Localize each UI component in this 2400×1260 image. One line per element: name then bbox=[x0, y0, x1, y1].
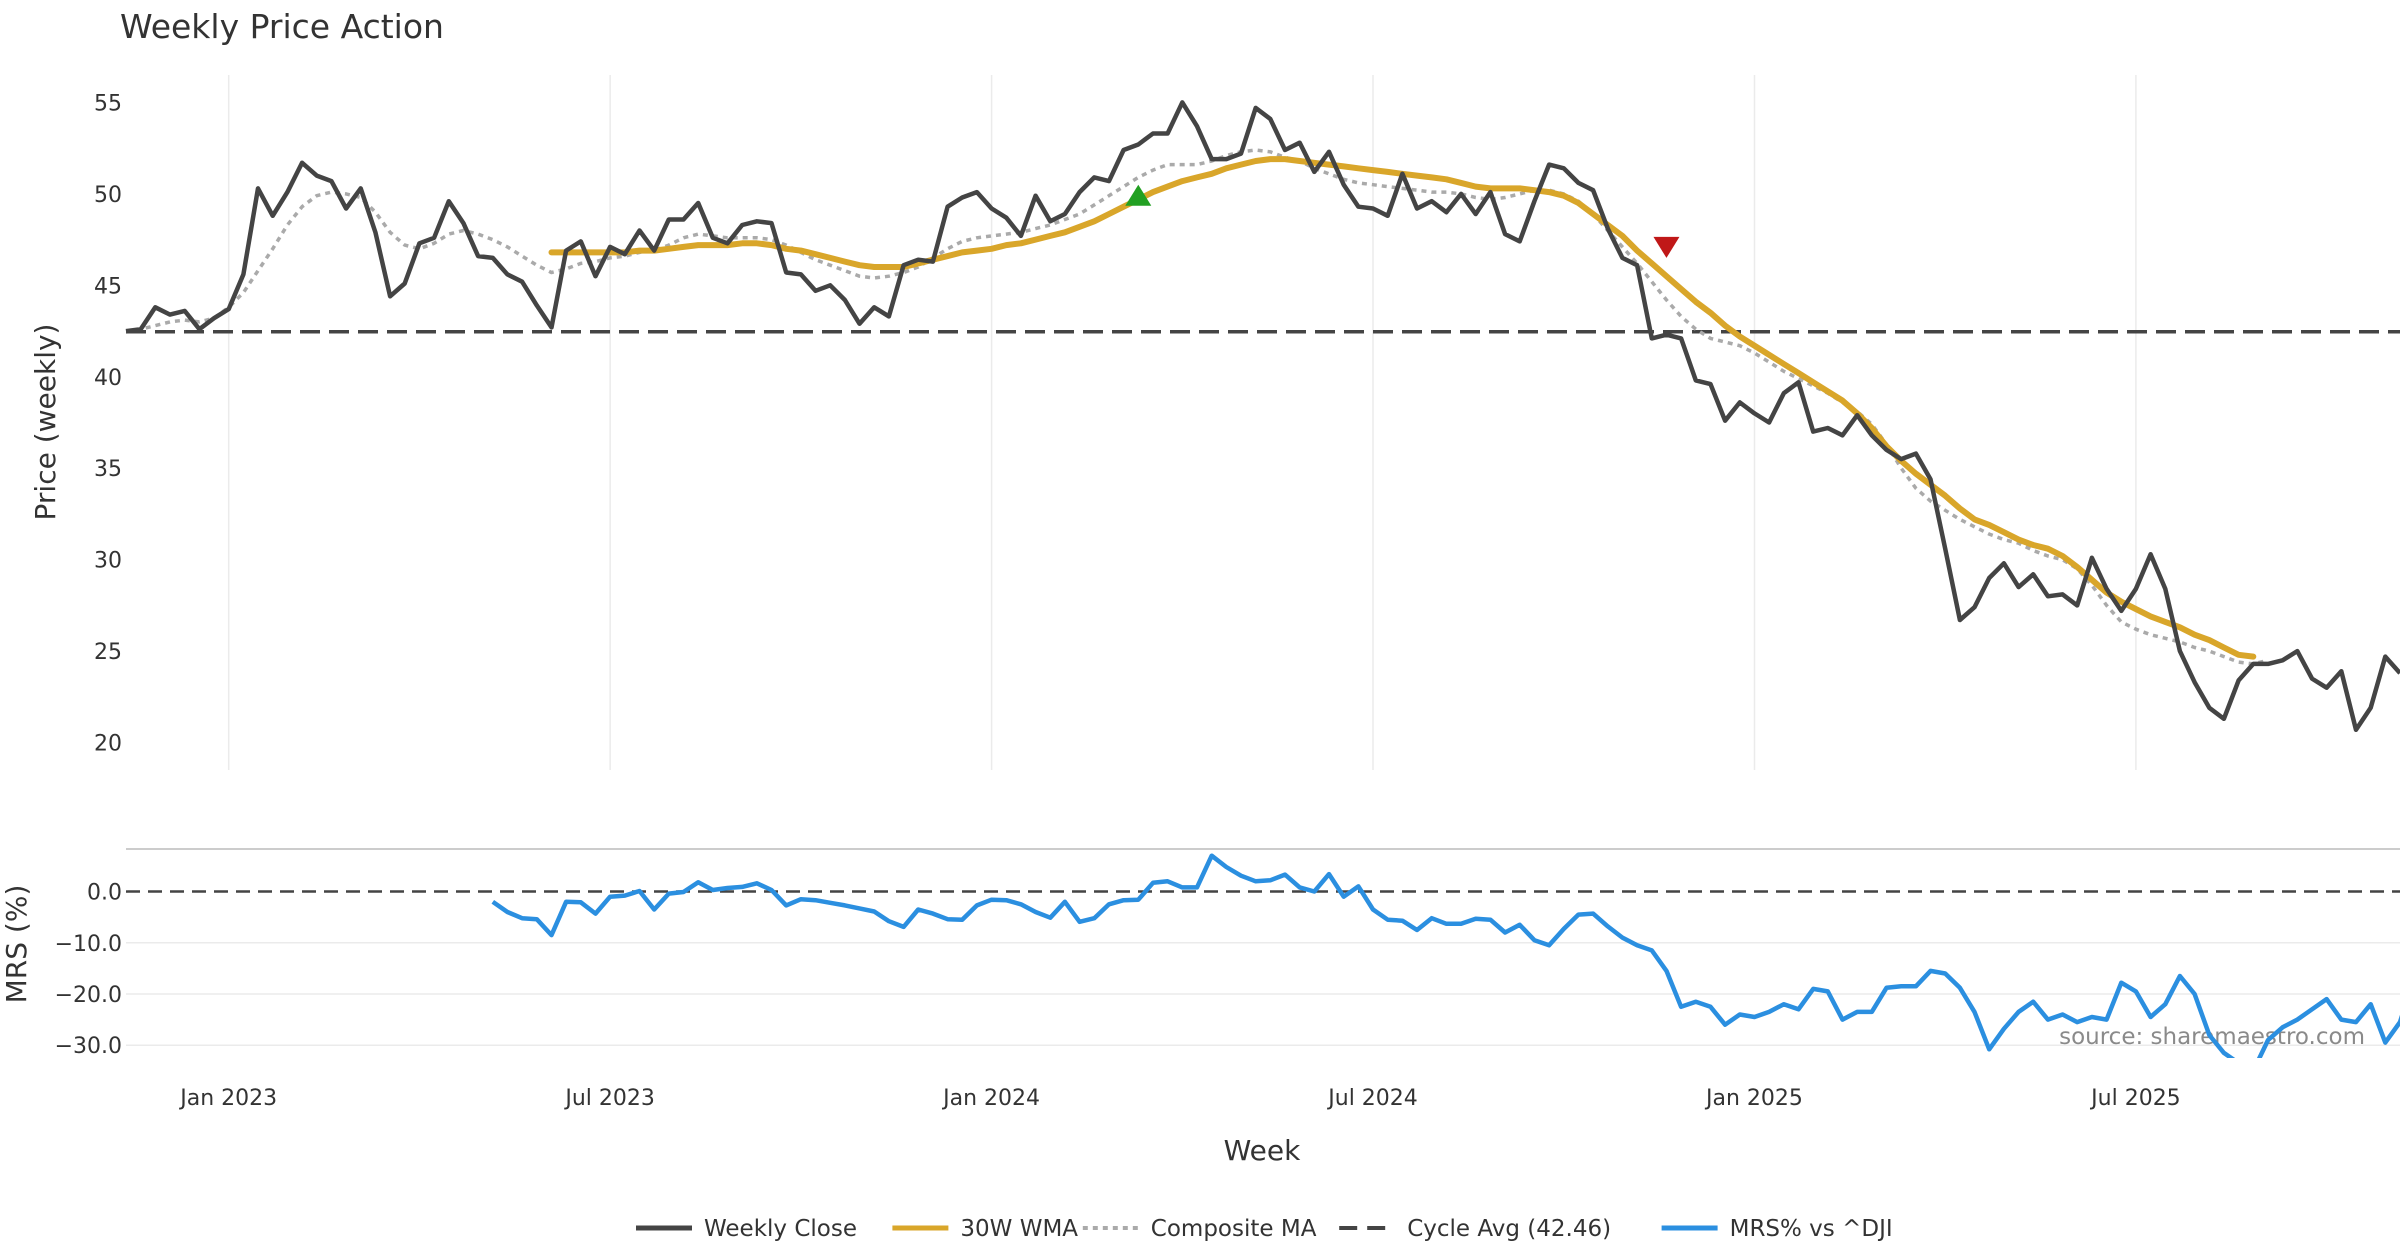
mrs-y-tick-label: −30.0 bbox=[55, 1034, 122, 1059]
legend-label: Composite MA bbox=[1151, 1216, 1317, 1242]
chart-title: Weekly Price Action bbox=[120, 7, 444, 46]
price-y-tick-label: 20 bbox=[94, 732, 122, 757]
price-y-tick-label: 35 bbox=[94, 457, 122, 482]
price-grid: 20 25 30 35 40 45 50 55 bbox=[94, 75, 2137, 770]
mrs-y-tick-label: −20.0 bbox=[55, 983, 122, 1008]
weekly-close-line bbox=[125, 100, 2400, 733]
x-tick-label: Jul 2023 bbox=[563, 1086, 655, 1111]
price-y-tick-label: 30 bbox=[94, 549, 122, 574]
price-panel bbox=[125, 100, 2400, 733]
mrs-panel bbox=[126, 853, 2400, 1058]
legend-label: Cycle Avg (42.46) bbox=[1407, 1216, 1611, 1242]
price-y-tick-label: 40 bbox=[94, 366, 122, 391]
price-y-tick-label: 55 bbox=[94, 91, 122, 116]
composite-ma-line bbox=[125, 148, 2269, 666]
x-tick-label: Jan 2023 bbox=[178, 1086, 277, 1111]
legend-item-composite: Composite MA bbox=[1082, 1216, 1317, 1242]
legend-item-mrs: MRS% vs ^DJI bbox=[1661, 1216, 1893, 1242]
legend-item-cycle: Cycle Avg (42.46) bbox=[1339, 1216, 1611, 1242]
price-y-axis-label: Price (weekly) bbox=[29, 324, 62, 521]
x-axis-ticks: Jan 2023 Jul 2023 Jan 2024 Jul 2024 Jan 2025… bbox=[178, 1086, 2180, 1111]
legend-label: Weekly Close bbox=[704, 1216, 857, 1242]
x-tick-label: Jan 2024 bbox=[941, 1086, 1040, 1111]
sell-signal-marker bbox=[1653, 236, 1680, 258]
mrs-y-axis-label: MRS (%) bbox=[0, 885, 33, 1004]
x-tick-label: Jul 2024 bbox=[1326, 1086, 1418, 1111]
legend-item-wma: 30W WMA bbox=[892, 1216, 1078, 1242]
price-y-tick-label: 25 bbox=[94, 640, 122, 665]
mrs-y-tick-label: −10.0 bbox=[55, 932, 122, 957]
mrs-line bbox=[491, 853, 2400, 1058]
legend-label: 30W WMA bbox=[960, 1216, 1078, 1242]
x-axis-label: Week bbox=[1224, 1134, 1301, 1167]
legend-label: MRS% vs ^DJI bbox=[1730, 1216, 1893, 1242]
x-tick-label: Jan 2025 bbox=[1704, 1086, 1803, 1111]
mrs-y-tick-label: 0.0 bbox=[87, 881, 122, 906]
x-tick-label: Jul 2025 bbox=[2089, 1086, 2181, 1111]
legend: Weekly Close 30W WMA Composite MA Cycle Avg… bbox=[636, 1216, 1893, 1242]
legend-item-close: Weekly Close bbox=[636, 1216, 857, 1242]
mrs-grid: 0.0 −10.0 −20.0 −30.0 bbox=[55, 881, 2400, 1059]
price-y-tick-label: 45 bbox=[94, 274, 122, 299]
buy-signal-marker bbox=[1125, 184, 1152, 206]
price-y-tick-label: 50 bbox=[94, 183, 122, 208]
wma-line bbox=[548, 156, 2257, 660]
